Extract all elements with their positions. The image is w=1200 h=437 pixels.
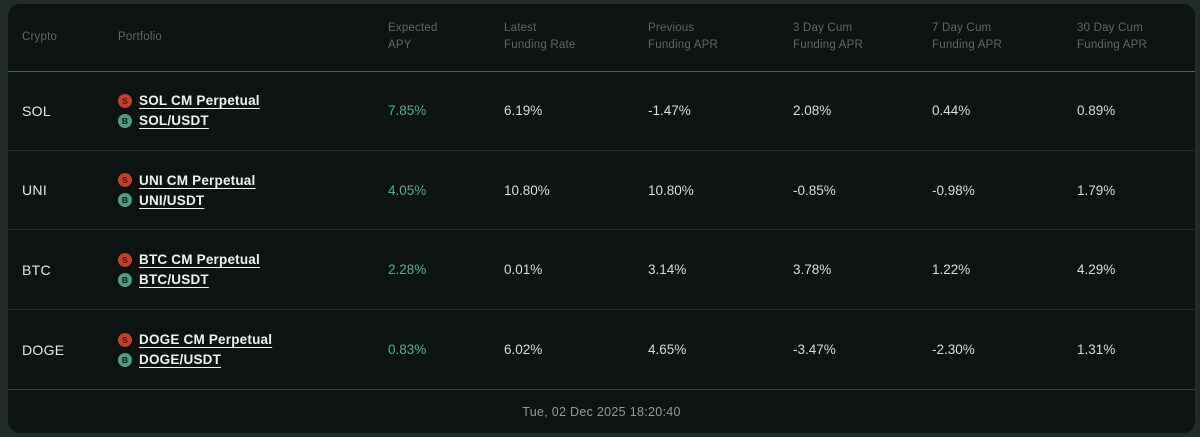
portfolio-perpetual-link[interactable]: UNI CM Perpetual: [139, 172, 256, 188]
column-header-latest-funding-rate: Latest Funding Rate: [504, 22, 576, 52]
cum-3day-funding-apr-value: -0.85%: [793, 182, 836, 198]
exchange-b-icon: B: [118, 272, 132, 287]
cum-30day-funding-apr-value: 0.89%: [1077, 103, 1116, 119]
portfolio-spot-link[interactable]: BTC/USDT: [139, 272, 209, 288]
cum-3day-funding-apr-value: -3.47%: [793, 342, 836, 358]
cum-30day-funding-apr-value: 4.29%: [1077, 262, 1116, 278]
portfolio-perpetual-line: S BTC CM Perpetual: [118, 252, 388, 267]
column-header-crypto: Crypto: [22, 30, 58, 43]
previous-funding-apr-value: 3.14%: [648, 262, 687, 278]
portfolio-spot-line: B UNI/USDT: [118, 193, 388, 208]
cum-7day-funding-apr-value: 1.22%: [932, 262, 971, 278]
column-header-portfolio: Portfolio: [118, 30, 162, 43]
previous-funding-apr-value: 10.80%: [648, 182, 694, 198]
exchange-b-icon: B: [118, 193, 132, 208]
crypto-symbol: SOL: [22, 102, 51, 119]
column-header-30day-cum-funding-apr: 30 Day Cum Funding APR: [1077, 22, 1147, 52]
crypto-symbol: DOGE: [22, 341, 65, 358]
crypto-symbol: BTC: [22, 261, 51, 278]
latest-funding-rate-value: 6.19%: [504, 103, 543, 119]
previous-funding-apr-value: 4.65%: [648, 342, 687, 358]
portfolio-spot-line: B SOL/USDT: [118, 113, 388, 128]
column-header-previous-funding-apr: Previous Funding APR: [648, 22, 718, 52]
column-header-3day-cum-funding-apr: 3 Day Cum Funding APR: [793, 22, 863, 52]
exchange-s-icon: S: [118, 173, 132, 188]
exchange-s-icon: S: [118, 332, 132, 347]
cum-30day-funding-apr-value: 1.79%: [1077, 182, 1116, 198]
portfolio-spot-line: B BTC/USDT: [118, 272, 388, 287]
portfolio-perpetual-line: S SOL CM Perpetual: [118, 93, 388, 108]
portfolio-perpetual-link[interactable]: DOGE CM Perpetual: [139, 332, 273, 348]
table-row: UNI S UNI CM Perpetual B UNI/USDT 4.05% …: [8, 151, 1195, 231]
portfolio-cell: S SOL CM Perpetual B SOL/USDT: [118, 93, 388, 128]
table-header-row: Crypto Portfolio Expected APY Latest Fun…: [8, 4, 1195, 72]
portfolio-perpetual-line: S UNI CM Perpetual: [118, 173, 388, 188]
portfolio-perpetual-line: S DOGE CM Perpetual: [118, 332, 388, 347]
portfolio-cell: S UNI CM Perpetual B UNI/USDT: [118, 173, 388, 208]
cum-7day-funding-apr-value: 0.44%: [932, 103, 971, 119]
latest-funding-rate-value: 10.80%: [504, 182, 550, 198]
crypto-symbol: UNI: [22, 182, 48, 199]
expected-apy-value: 7.85%: [388, 103, 427, 119]
latest-funding-rate-value: 0.01%: [504, 262, 543, 278]
portfolio-cell: S BTC CM Perpetual B BTC/USDT: [118, 252, 388, 287]
exchange-b-icon: B: [118, 352, 132, 367]
funding-table-card: Crypto Portfolio Expected APY Latest Fun…: [8, 4, 1195, 433]
table-row: SOL S SOL CM Perpetual B SOL/USDT 7.85% …: [8, 72, 1195, 151]
portfolio-spot-line: B DOGE/USDT: [118, 352, 388, 367]
expected-apy-value: 0.83%: [388, 342, 427, 358]
portfolio-cell: S DOGE CM Perpetual B DOGE/USDT: [118, 332, 388, 367]
previous-funding-apr-value: -1.47%: [648, 103, 691, 119]
cum-7day-funding-apr-value: -2.30%: [932, 342, 975, 358]
exchange-s-icon: S: [118, 93, 132, 108]
portfolio-perpetual-link[interactable]: BTC CM Perpetual: [139, 252, 260, 268]
expected-apy-value: 4.05%: [388, 182, 427, 198]
portfolio-spot-link[interactable]: SOL/USDT: [139, 113, 209, 129]
expected-apy-value: 2.28%: [388, 262, 427, 278]
table-footer: Tue, 02 Dec 2025 18:20:40: [8, 389, 1195, 433]
exchange-b-icon: B: [118, 113, 132, 128]
exchange-s-icon: S: [118, 252, 132, 267]
cum-3day-funding-apr-value: 2.08%: [793, 103, 832, 119]
latest-funding-rate-value: 6.02%: [504, 342, 543, 358]
table-row: BTC S BTC CM Perpetual B BTC/USDT 2.28% …: [8, 230, 1195, 310]
last-updated-timestamp: Tue, 02 Dec 2025 18:20:40: [522, 404, 681, 419]
portfolio-spot-link[interactable]: UNI/USDT: [139, 192, 205, 208]
table-row: DOGE S DOGE CM Perpetual B DOGE/USDT 0.8…: [8, 310, 1195, 389]
portfolio-perpetual-link[interactable]: SOL CM Perpetual: [139, 93, 260, 109]
cum-30day-funding-apr-value: 1.31%: [1077, 342, 1116, 358]
column-header-7day-cum-funding-apr: 7 Day Cum Funding APR: [932, 22, 1002, 52]
cum-3day-funding-apr-value: 3.78%: [793, 262, 832, 278]
portfolio-spot-link[interactable]: DOGE/USDT: [139, 352, 222, 368]
column-header-expected-apy: Expected APY: [388, 22, 438, 52]
cum-7day-funding-apr-value: -0.98%: [932, 182, 975, 198]
